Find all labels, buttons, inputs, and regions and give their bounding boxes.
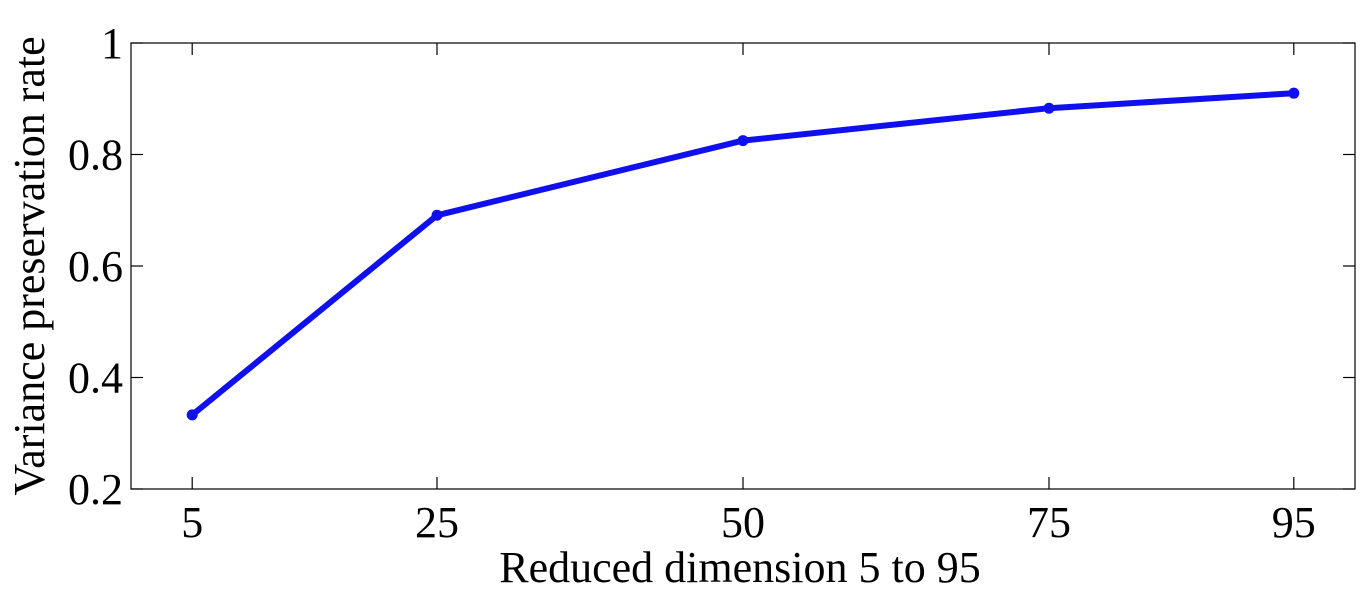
y-tick-label: 0.4	[68, 354, 123, 403]
x-tick-labels: 5 25 50 75 95	[181, 498, 1316, 547]
plot-frame	[130, 42, 1356, 490]
x-tick-label: 75	[1027, 498, 1071, 547]
x-axis-title: Reduced dimension 5 to 95	[499, 543, 981, 592]
y-tick-label: 0.2	[68, 465, 123, 514]
x-tick-label: 50	[721, 498, 765, 547]
data-point	[186, 409, 198, 421]
y-tick-label: 0.6	[68, 242, 123, 291]
data-point	[1043, 102, 1055, 114]
data-point	[431, 209, 443, 221]
y-tick-label: 0.8	[68, 131, 123, 180]
data-point	[1288, 87, 1300, 99]
x-tick-label: 95	[1272, 498, 1316, 547]
x-tick-label: 25	[415, 498, 459, 547]
axis-ticks	[131, 42, 1355, 490]
data-point	[737, 135, 749, 147]
y-tick-label: 1	[101, 19, 123, 68]
y-tick-labels: 0.2 0.4 0.6 0.8 1	[68, 19, 123, 514]
y-axis-title: Variance preservation rate	[5, 36, 54, 495]
x-tick-label: 5	[181, 498, 203, 547]
series-points	[186, 87, 1300, 421]
